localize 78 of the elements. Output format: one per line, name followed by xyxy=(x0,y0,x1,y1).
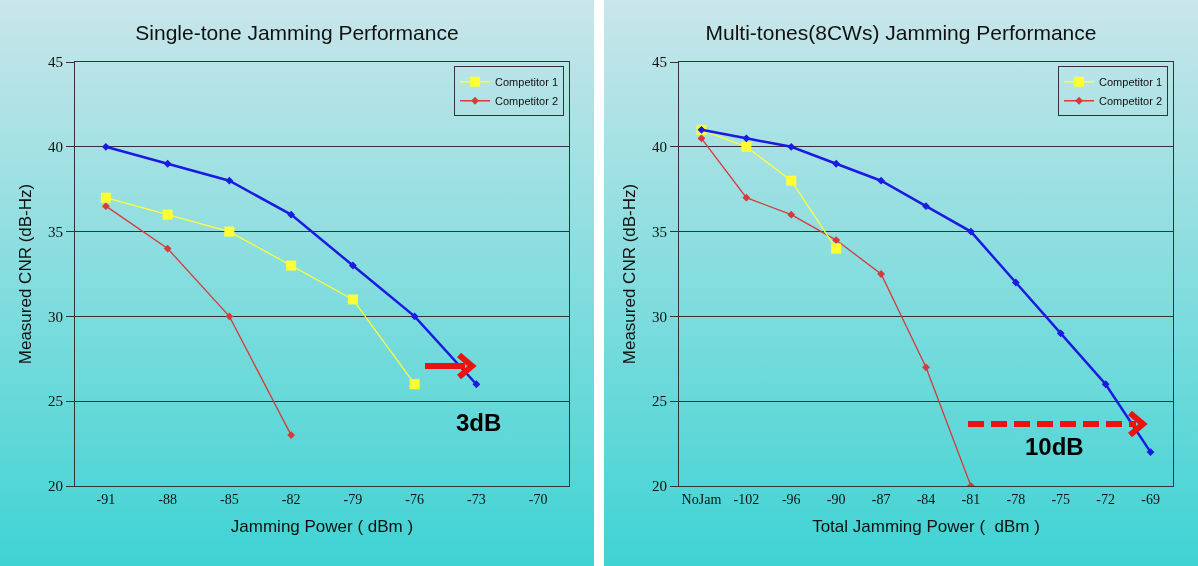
x-tick-label: -75 xyxy=(1051,491,1071,507)
legend-label: Competitor 1 xyxy=(495,76,559,89)
y-tick-label: 20 xyxy=(652,478,667,495)
annotation: 10dB xyxy=(1025,433,1084,460)
x-tick-label: -96 xyxy=(781,491,801,507)
point xyxy=(287,431,296,440)
x-tick-label: -88 xyxy=(158,491,177,507)
y-axis-title: Measured CNR (dB-Hz) xyxy=(16,183,35,365)
chart-title: Single-tone Jamming Performance xyxy=(135,21,459,45)
x-tick-label: -70 xyxy=(528,491,548,507)
point xyxy=(163,159,172,168)
y-tick-label: 20 xyxy=(48,478,63,495)
point xyxy=(225,312,234,321)
point xyxy=(832,159,841,168)
point xyxy=(286,260,297,271)
x-tick-label: -76 xyxy=(405,491,424,507)
point xyxy=(225,176,234,185)
point xyxy=(832,236,841,244)
x-tick-label: -102 xyxy=(733,491,760,507)
point xyxy=(409,379,420,390)
x-tick-label: -69 xyxy=(1141,491,1160,507)
point xyxy=(410,312,419,321)
x-tick-label: NoJam xyxy=(681,491,722,507)
x-tick-label: -72 xyxy=(1096,491,1115,507)
point xyxy=(922,202,930,211)
y-tick-label: 25 xyxy=(48,393,63,410)
y-tick-label: 40 xyxy=(652,139,667,156)
x-tick-label: -82 xyxy=(281,491,301,507)
x-axis-title: Jamming Power ( dBm ) xyxy=(230,517,414,537)
x-tick-label: -78 xyxy=(1006,491,1026,507)
chart-title: Multi-tones(8CWs) Jamming Performance xyxy=(705,21,1097,45)
point xyxy=(1146,448,1155,456)
x-tick-label: -73 xyxy=(467,491,486,507)
point xyxy=(100,192,111,203)
point xyxy=(741,141,752,152)
y-tick-label: 30 xyxy=(652,308,667,325)
x-tick-label: -91 xyxy=(96,491,116,507)
point xyxy=(101,202,110,211)
point xyxy=(787,142,796,151)
y-tick-label: 45 xyxy=(652,54,667,71)
point xyxy=(472,380,481,389)
y-tick-label: 30 xyxy=(48,308,63,325)
point xyxy=(697,134,706,143)
point xyxy=(786,175,797,186)
legend-label: Competitor 2 xyxy=(495,95,559,108)
point xyxy=(742,134,751,143)
point xyxy=(1101,380,1110,389)
y-axis-title: Measured CNR (dB-Hz) xyxy=(620,183,639,365)
x-tick-label: -81 xyxy=(961,491,981,507)
y-tick-label: 35 xyxy=(652,223,667,240)
point xyxy=(163,244,172,253)
point xyxy=(787,210,796,219)
x-tick-label: -79 xyxy=(343,491,363,507)
x-tick-label: -87 xyxy=(871,491,891,507)
legend-label: Competitor 1 xyxy=(1099,76,1163,89)
point xyxy=(922,363,930,372)
point xyxy=(877,176,885,185)
point xyxy=(224,226,235,237)
point xyxy=(967,227,975,236)
x-tick-label: -84 xyxy=(916,491,936,507)
annotation: 3dB xyxy=(456,409,502,436)
point xyxy=(347,294,358,305)
point xyxy=(831,243,842,254)
x-tick-label: -85 xyxy=(220,491,239,507)
point xyxy=(162,209,173,220)
point xyxy=(287,210,296,219)
legend-label: Competitor 2 xyxy=(1099,95,1163,108)
point xyxy=(1056,329,1065,338)
point xyxy=(1011,278,1020,287)
y-tick-label: 25 xyxy=(652,393,667,410)
x-tick-label: -90 xyxy=(826,491,846,507)
x-axis-title: Total Jamming Power ( dBm ) xyxy=(812,517,1040,537)
point xyxy=(101,142,110,151)
y-tick-label: 35 xyxy=(48,223,63,240)
point xyxy=(348,261,357,270)
y-tick-label: 40 xyxy=(48,139,63,156)
y-tick-label: 45 xyxy=(48,54,63,71)
point xyxy=(742,193,751,202)
